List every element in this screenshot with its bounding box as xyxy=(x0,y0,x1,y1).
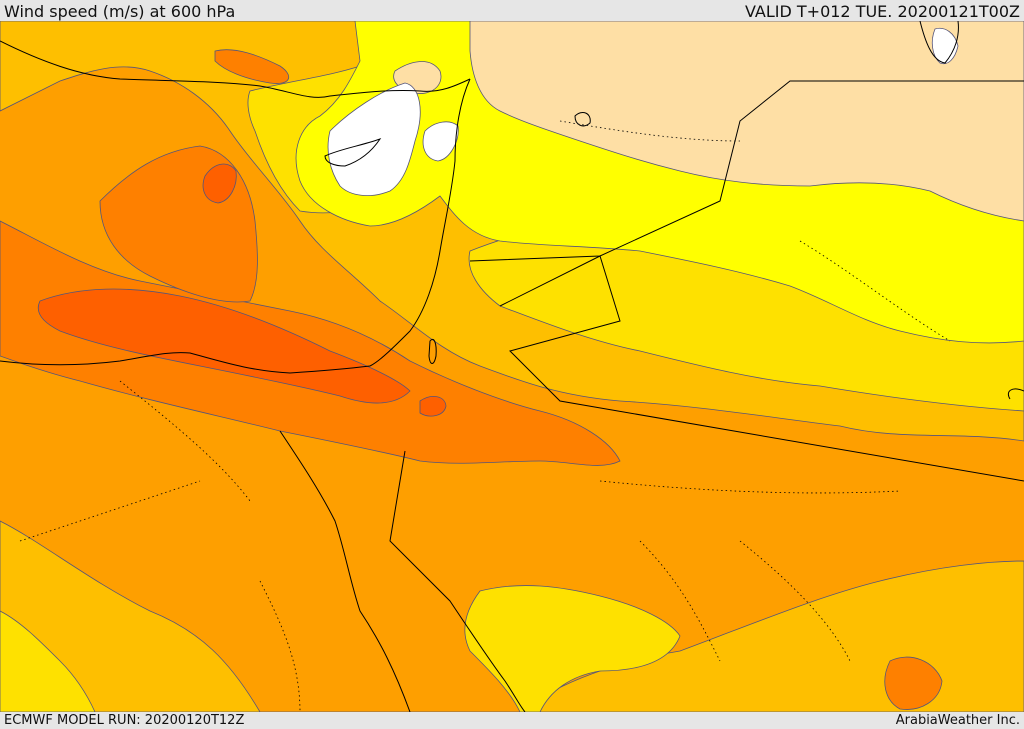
band-8-jordan xyxy=(419,396,447,417)
med-coast-north xyxy=(0,40,471,98)
wind-speed-map[interactable] xyxy=(0,21,1024,712)
syria-border xyxy=(469,80,1024,262)
band-1-lebanon xyxy=(422,121,459,162)
band-4-arabia xyxy=(464,585,681,712)
valid-time: VALID T+012 TUE. 20200121T00Z xyxy=(744,2,1020,21)
red-sea-east xyxy=(389,450,526,712)
caspian xyxy=(919,21,959,64)
map-footer: ECMWF MODEL RUN: 20200120T12Z ArabiaWeat… xyxy=(0,712,1024,729)
credit: ArabiaWeather Inc. xyxy=(895,713,1020,728)
band-8-small xyxy=(202,163,237,204)
egypt-coast xyxy=(0,352,371,374)
iraq-border xyxy=(499,255,1024,482)
levant-coast xyxy=(369,78,471,367)
band-7-turkey xyxy=(214,49,290,84)
dotted-borders xyxy=(19,120,951,712)
band-8-max xyxy=(37,288,411,404)
lake-van xyxy=(574,112,591,127)
model-run: ECMWF MODEL RUN: 20200120T12Z xyxy=(4,713,245,728)
dead-sea xyxy=(428,338,437,364)
band-4-sw xyxy=(0,610,96,712)
map-header: Wind speed (m/s) at 600 hPa VALID T+012 … xyxy=(0,0,1024,21)
gulf-coast xyxy=(1007,388,1024,400)
cyprus xyxy=(324,138,382,167)
band-1-iran xyxy=(931,27,959,65)
band-2-ne xyxy=(469,21,1024,222)
map-title: Wind speed (m/s) at 600 hPa xyxy=(4,2,236,21)
map-canvas xyxy=(0,21,1024,712)
band-7-se xyxy=(884,656,943,710)
coastlines xyxy=(0,21,1024,712)
band-1-cyprus xyxy=(327,82,421,196)
red-sea-west xyxy=(279,430,411,712)
